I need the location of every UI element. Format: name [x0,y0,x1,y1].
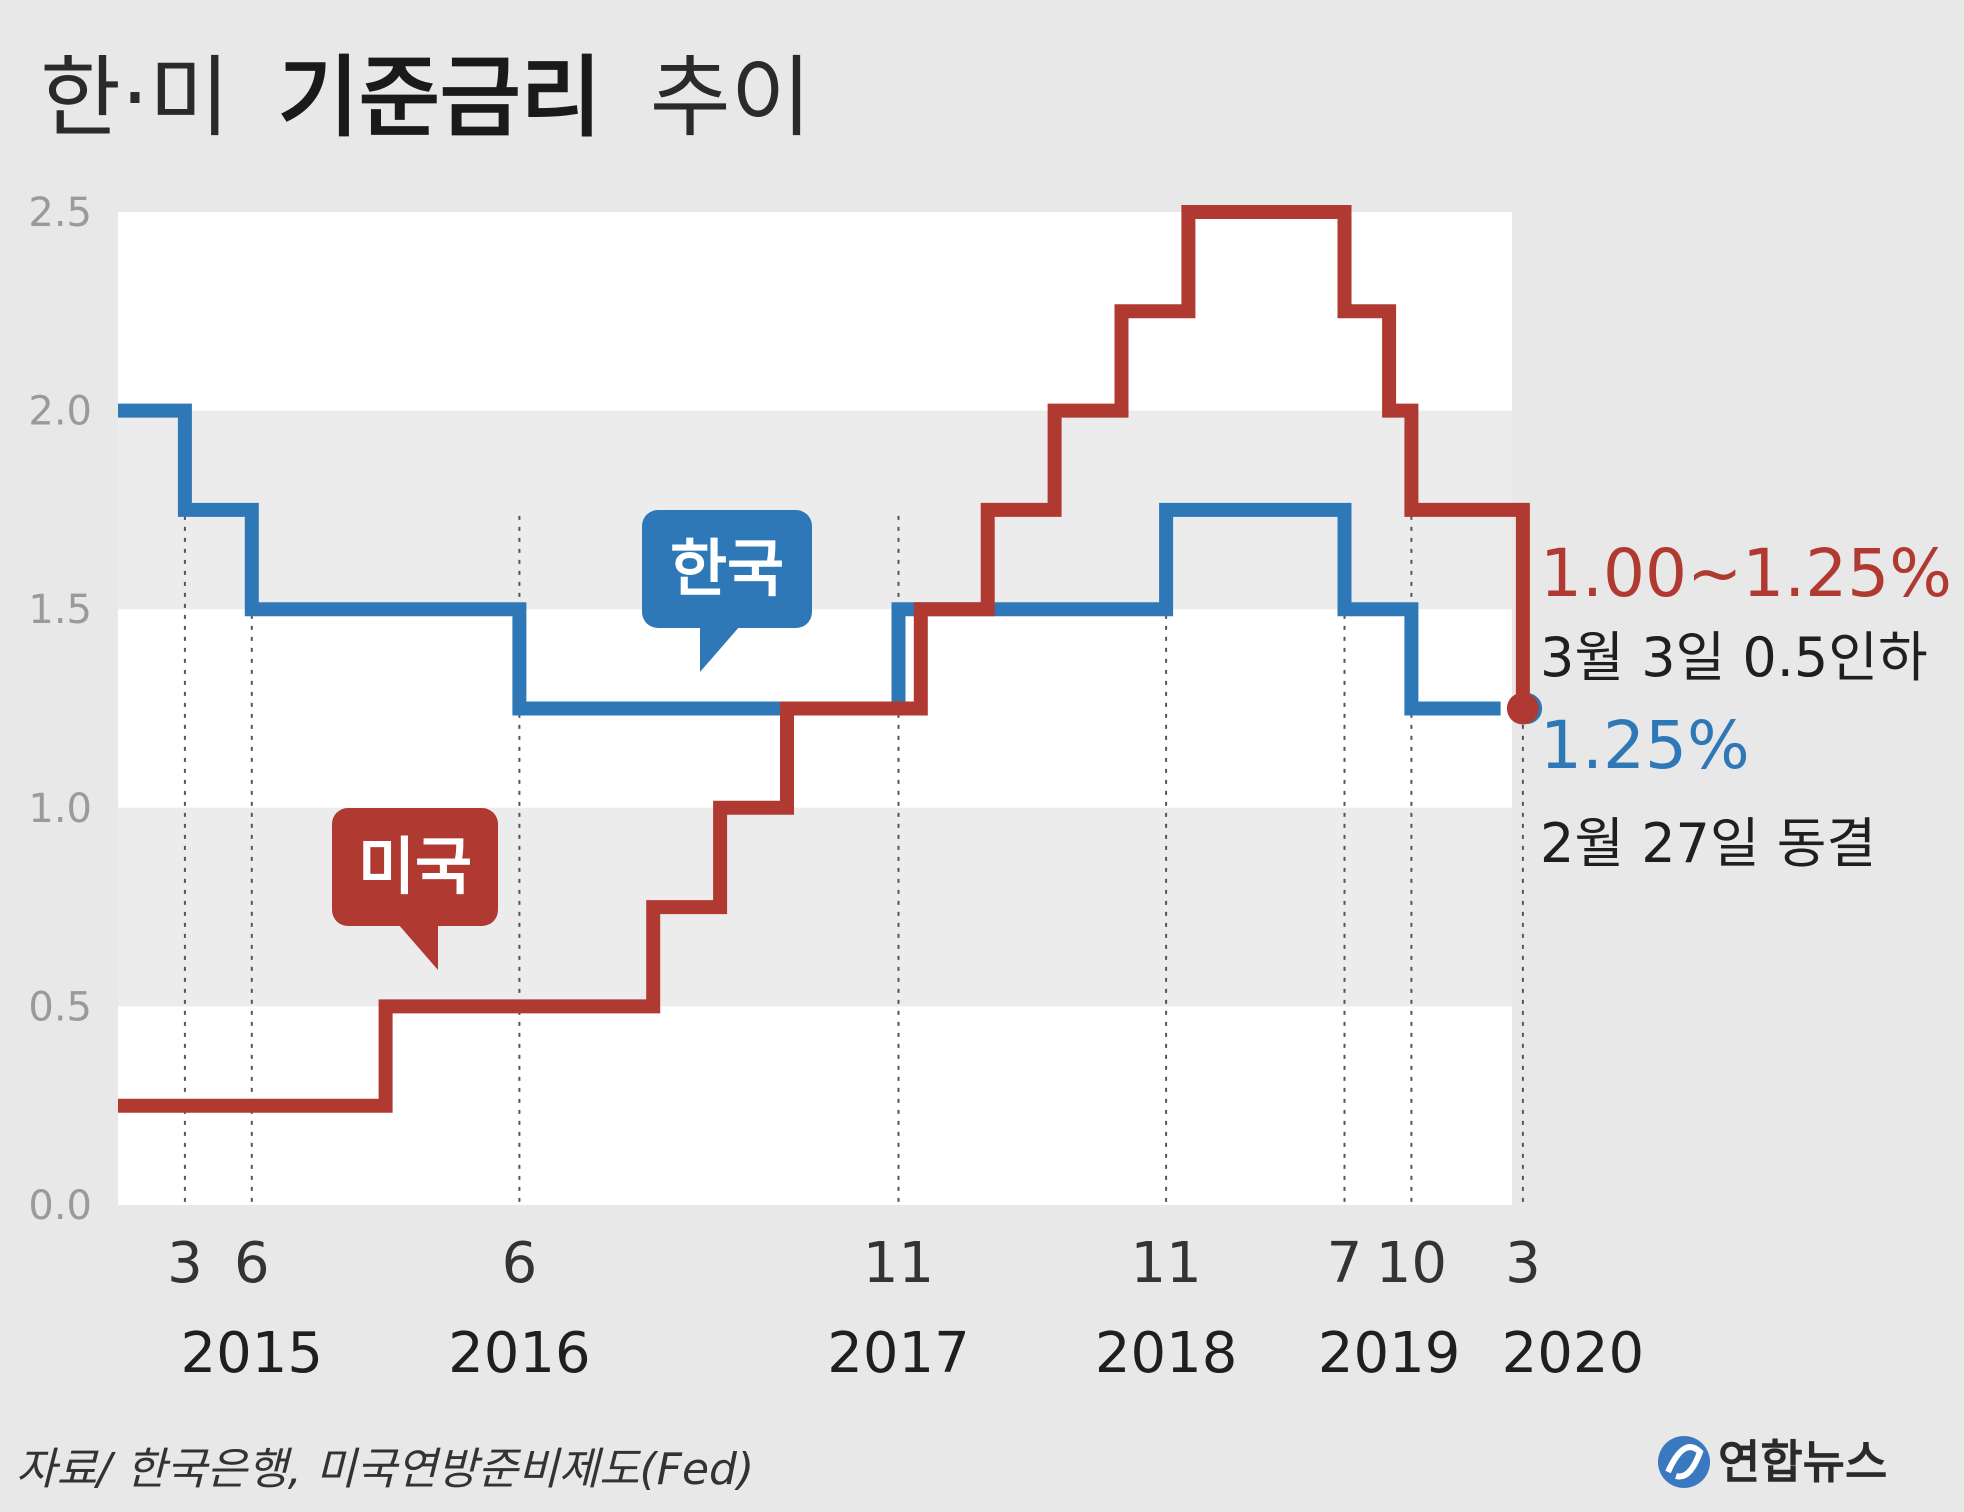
yonhap-logo-text: 연합뉴스 [1718,1435,1887,1489]
chart-band [118,807,1512,1007]
title-part1: 한·미 [40,46,230,149]
yonhap-logo: 연합뉴스 [1658,1435,1887,1489]
x-month-label: 3 [167,1231,203,1296]
x-year-label: 2020 [1502,1321,1645,1386]
x-year-label: 2018 [1095,1321,1238,1386]
yonhap-logo-swoosh [1665,1444,1704,1480]
y-tick-label: 0.0 [28,1183,92,1229]
korea-callout-box [642,510,812,628]
chart-band [118,212,1512,411]
korea-callout-label: 한국 [670,532,784,605]
x-month-label: 6 [234,1231,270,1296]
us-callout: 미국 [332,808,498,970]
x-year-label: 2019 [1318,1321,1461,1386]
chart-series [118,205,1543,1113]
yonhap-logo-icon [1658,1436,1710,1488]
x-month-label: 7 [1327,1231,1363,1296]
x-month-label: 6 [502,1231,538,1296]
x-month-label: 3 [1505,1231,1541,1296]
korea-callout-tail [700,626,740,672]
x-month-label: 11 [1130,1231,1201,1296]
title-part3: 추이 [650,46,812,149]
us-rate-line [118,205,1530,1113]
x-month-label: 10 [1376,1231,1447,1296]
y-tick-label: 1.0 [28,786,92,832]
korea-rate-annotation: 1.25% [1540,707,1750,784]
us-rate-annotation: 1.00~1.25% [1540,535,1952,612]
title-part2: 기준금리 [278,46,602,149]
korea-rate-line [118,403,1501,716]
x-year-label: 2017 [827,1321,970,1386]
y-tick-label: 0.5 [28,984,92,1030]
x-month-label: 11 [863,1231,934,1296]
guide-lines [183,515,1524,1205]
us-note-annotation: 3월 3일 0.5인하 [1540,626,1928,689]
y-tick-label: 2.0 [28,389,92,435]
y-tick-label: 2.5 [28,190,92,236]
y-axis: 2.5 2.0 1.5 1.0 0.5 0.0 [28,190,92,1229]
y-tick-label: 1.5 [28,587,92,633]
source-note: 자료/ 한국은행, 미국연방준비제도(Fed) [16,1444,754,1495]
x-year-label: 2015 [181,1321,324,1386]
x-year-label: 2016 [448,1321,591,1386]
us-callout-label: 미국 [358,830,472,903]
korea-callout: 한국 [642,510,812,672]
korea-note-annotation: 2월 27일 동결 [1540,812,1876,875]
page-title: 한·미 기준금리 추이 [40,46,812,149]
us-callout-tail [398,924,438,970]
us-end-point [1506,692,1539,725]
us-callout-box [332,808,498,926]
